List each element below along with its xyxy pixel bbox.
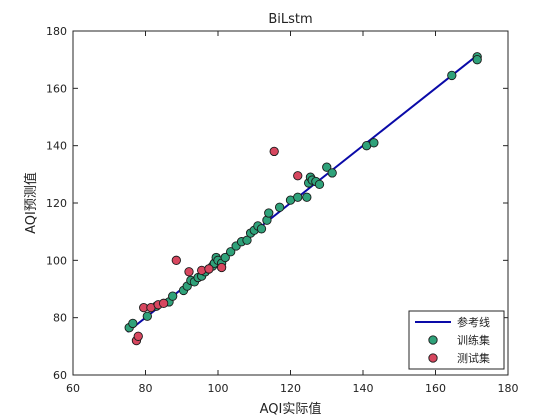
y-tick-label: 160	[46, 82, 67, 95]
test-point	[204, 264, 214, 274]
legend-dot-swatch	[428, 353, 438, 363]
train-point	[226, 247, 236, 257]
y-tick-label: 60	[53, 369, 67, 382]
x-tick-label: 140	[353, 382, 374, 395]
x-tick-label: 100	[208, 382, 229, 395]
legend-item-train: 训练集	[457, 333, 490, 347]
train-point	[142, 311, 152, 321]
train-point	[322, 162, 332, 172]
x-axis-title: AQI实际值	[260, 401, 322, 417]
train-point	[327, 168, 337, 178]
legend-item-reference: 参考线	[457, 315, 490, 329]
train-point	[447, 70, 457, 81]
train-point	[314, 179, 325, 190]
y-tick-label: 100	[46, 254, 67, 267]
x-tick-label: 160	[425, 382, 446, 395]
legend-item-test: 测试集	[457, 351, 490, 365]
legend-box	[408, 310, 505, 370]
train-point	[168, 291, 178, 301]
y-tick-label: 80	[53, 312, 67, 325]
train-point	[293, 192, 303, 202]
y-tick-label: 180	[46, 25, 67, 38]
chart-title: BiLstm	[268, 12, 312, 27]
axis-ticks: 60 80 100 120 140 160 180 60 80 100 120 140 160 180	[46, 25, 519, 395]
test-point	[133, 331, 143, 341]
train-point	[242, 235, 252, 245]
test-point	[269, 146, 279, 157]
x-tick-label: 60	[66, 382, 80, 395]
y-axis-title: AQI预测值	[23, 172, 39, 234]
x-tick-label: 180	[498, 382, 519, 395]
plot-area-group: 60 80 100 120 140 160 180 60 80 100 120 140 160 180	[46, 25, 519, 395]
test-point	[171, 255, 181, 265]
train-point	[302, 192, 312, 202]
train-point	[369, 138, 379, 148]
train-point	[274, 202, 285, 212]
y-tick-label: 120	[46, 197, 67, 210]
train-point	[128, 318, 138, 329]
test-point	[184, 267, 194, 277]
train-point	[220, 252, 230, 263]
y-tick-label: 140	[46, 140, 67, 153]
train-point	[472, 55, 482, 65]
test-point	[158, 298, 169, 308]
data-points	[124, 52, 482, 346]
x-tick-label: 80	[139, 382, 153, 395]
legend-dot-swatch	[428, 335, 438, 345]
train-point	[256, 224, 267, 234]
train-point	[264, 208, 274, 218]
x-tick-label: 120	[280, 382, 301, 395]
test-point	[216, 262, 227, 273]
test-point	[293, 171, 303, 181]
